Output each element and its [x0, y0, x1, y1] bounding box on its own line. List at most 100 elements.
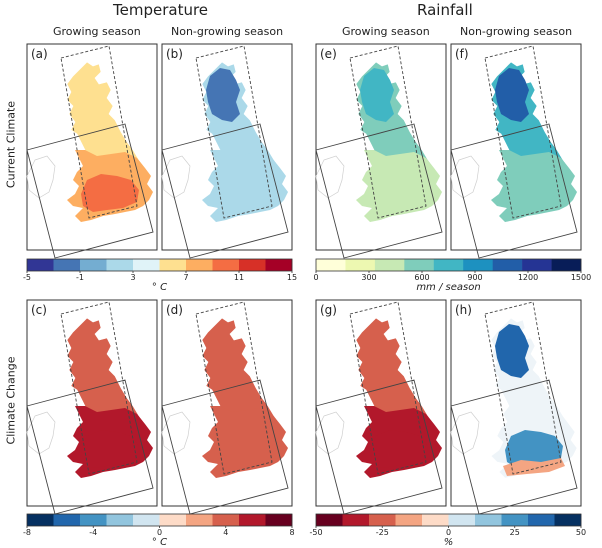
colorbar-tick-label: 0: [445, 528, 452, 537]
colorbar-swatch: [374, 259, 405, 271]
colorbar-swatch: [53, 514, 81, 526]
panel-label-d: (d): [166, 303, 183, 317]
colorbar-swatch: [212, 259, 240, 271]
colorbar-swatch: [501, 514, 529, 526]
colorbar-tick-label: 11: [233, 273, 245, 282]
colorbar-tick-label: 1500: [570, 273, 592, 282]
colorbar-temperature-current: [26, 258, 293, 273]
colorbar-swatch: [463, 259, 493, 271]
panel-g-frame: [315, 299, 447, 515]
colorbar-tick-label: 8: [289, 528, 295, 537]
colorbar-swatch: [522, 259, 552, 271]
colorbar-swatch: [239, 514, 266, 526]
panel-f-map: [450, 45, 578, 259]
colorbar-swatch: [528, 514, 555, 526]
panel-label-e: (e): [320, 47, 337, 61]
colorbar-tick-label: -25: [375, 528, 389, 537]
panel-e-map: [315, 45, 443, 259]
colorbar-outline: [315, 258, 582, 272]
colorbar-swatch: [27, 514, 54, 526]
colorbar-swatch: [345, 259, 376, 271]
colorbar-tick-label: 4: [223, 528, 229, 537]
colorbar-swatch: [53, 259, 81, 271]
colorbar-swatch: [186, 259, 213, 271]
panel-label-b: (b): [166, 47, 183, 61]
colorbar-tick-label: 25: [509, 528, 520, 537]
colorbar-swatch: [27, 259, 54, 271]
panel-f-frame: [450, 43, 582, 259]
colorbar-swatch: [369, 514, 396, 526]
colorbar-swatch: [492, 259, 523, 271]
colorbar-swatch: [448, 514, 476, 526]
colorbar-unit-label: %: [443, 537, 454, 548]
colorbar-swatch: [395, 514, 423, 526]
panel-g-map: [315, 301, 443, 515]
colorbar-tick-label: 900: [467, 273, 483, 282]
colorbar-swatch: [159, 259, 187, 271]
panel-label-h: (h): [455, 303, 472, 317]
panel-label-f: (f): [455, 47, 469, 61]
panel-c-frame: [26, 299, 158, 515]
panel-a-map: [26, 45, 154, 259]
colorbar-tick-label: 0: [156, 528, 163, 537]
colorbar-swatch: [80, 259, 107, 271]
colorbar-swatch: [433, 259, 464, 271]
colorbar-swatch: [186, 514, 213, 526]
colorbar-tick-label: -1: [76, 273, 84, 282]
colorbar-swatch: [551, 259, 582, 271]
colorbar-swatch: [80, 514, 107, 526]
panel-h-frame: [450, 299, 582, 515]
colorbar-swatch: [316, 514, 343, 526]
colorbar-tick-label: 7: [183, 273, 189, 282]
colorbar-swatch: [404, 259, 435, 271]
colorbar-swatch: [159, 514, 187, 526]
header-rainfall: Rainfall: [417, 1, 473, 19]
column-label-a: Growing season: [53, 25, 141, 38]
colorbar-tick-label: -5: [23, 273, 31, 282]
colorbar-swatch: [106, 514, 134, 526]
colorbar-tick-label: -50: [309, 528, 323, 537]
colorbar-swatch: [422, 514, 449, 526]
panel-a-frame: [26, 43, 158, 259]
colorbar-temperature-change: [26, 513, 293, 528]
colorbar-swatch: [133, 514, 160, 526]
panel-label-c: (c): [31, 303, 47, 317]
colorbar-tick-label: 1200: [517, 273, 539, 282]
panel-e-frame: [315, 43, 447, 259]
header-temperature: Temperature: [113, 1, 209, 19]
colorbar-tick-label: 600: [414, 273, 430, 282]
colorbar-tick-label: 3: [130, 273, 136, 282]
colorbar-tick-label: 300: [361, 273, 377, 282]
column-label-f: Non-growing season: [460, 25, 573, 38]
panel-label-a: (a): [31, 47, 48, 61]
colorbar-swatch: [265, 514, 293, 526]
row-label-change: Climate Change: [4, 356, 18, 445]
colorbar-rainfall-change: [315, 513, 582, 528]
colorbar-tick-label: -8: [23, 528, 31, 537]
panel-d-map: [161, 301, 289, 515]
colorbar-swatch: [239, 259, 266, 271]
colorbar-tick-label: 50: [575, 528, 587, 537]
colorbar-swatch: [212, 514, 240, 526]
panel-d-frame: [161, 299, 293, 515]
column-label-e: Growing season: [342, 25, 430, 38]
colorbar-tick-label: -4: [89, 528, 98, 537]
colorbar-swatch: [133, 259, 160, 271]
panel-h-map: [450, 301, 578, 515]
colorbar-unit-label: ° C: [151, 537, 168, 548]
panel-b-map: [161, 45, 289, 259]
column-label-b: Non-growing season: [171, 25, 284, 38]
colorbar-unit-label: mm / season: [416, 282, 481, 293]
colorbar-rainfall-current: [315, 258, 582, 273]
colorbar-tick-label: 15: [286, 273, 298, 282]
colorbar-swatch: [106, 259, 134, 271]
colorbar-outline: [26, 258, 293, 272]
panel-label-g: (g): [320, 303, 337, 317]
colorbar-tick-label: 0: [313, 273, 319, 282]
colorbar-swatch: [316, 259, 346, 271]
colorbar-swatch: [554, 514, 582, 526]
colorbar-swatch: [342, 514, 370, 526]
colorbar-swatch: [475, 514, 502, 526]
colorbar-swatch: [265, 259, 293, 271]
